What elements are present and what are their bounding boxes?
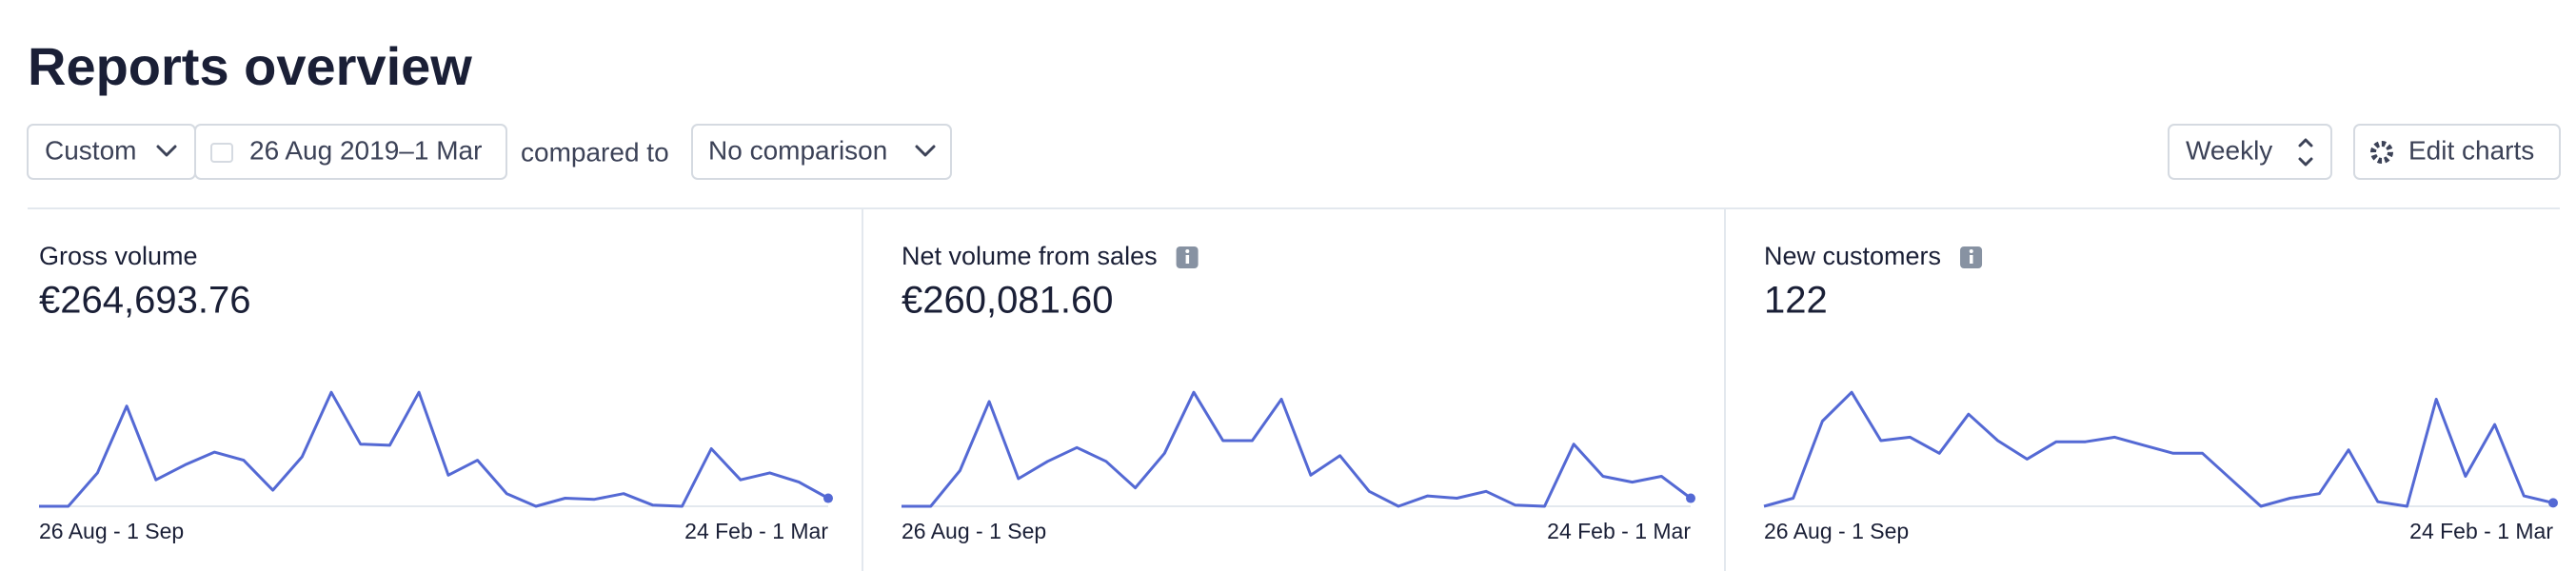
end-dot [1686,493,1695,503]
x-tick-label: 24 Feb - 1 Mar [2409,519,2553,543]
card-title: Gross volume [39,242,198,270]
button-frame [691,124,952,180]
button-label: Weekly [2186,135,2272,165]
info-icon-dot [1969,249,1973,253]
info-icon-stem [1185,255,1190,264]
card-total: 122 [1764,280,1828,322]
info-icon-dot [1185,249,1190,253]
calendar-icon [210,143,233,163]
button-label: Edit charts [2408,135,2534,165]
x-tick-label: 26 Aug - 1 Sep [1764,519,1909,543]
chevron-icon [915,145,936,157]
chevron-icon [156,145,177,157]
sparkline [1763,390,2554,508]
button-frame [2168,124,2332,180]
card-total: €264,693.76 [39,280,250,322]
compared-to-label: compared to [521,137,669,167]
card-title: Net volume from sales [902,242,1158,270]
card-title: New customers [1764,242,1941,270]
end-dot [823,493,833,503]
interval-button[interactable]: Weekly [2168,124,2332,180]
updown-icon [2298,138,2313,167]
info-icon-stem [1970,255,1973,264]
page-title: Reports overview [28,36,472,96]
range-preset-button[interactable]: Custom [27,124,196,180]
date-range-button[interactable]: 26 Aug 2019–1 Mar [194,124,507,180]
sparkline [39,390,829,508]
edit-charts-button[interactable]: Edit charts [2353,124,2561,180]
x-tick-label: 26 Aug - 1 Sep [902,519,1046,543]
end-dot [2548,498,2558,508]
button-label: Custom [45,135,136,165]
card-total: €260,081.60 [902,280,1113,322]
comparison-button[interactable]: No comparison [691,124,952,180]
x-tick-label: 24 Feb - 1 Mar [1547,519,1691,543]
x-tick-label: 24 Feb - 1 Mar [684,519,828,543]
x-tick-label: 26 Aug - 1 Sep [39,519,184,543]
button-frame [194,124,507,180]
button-label: 26 Aug 2019–1 Mar [249,135,482,165]
button-label: No comparison [708,135,887,165]
button-frame [2353,124,2561,180]
gear-icon [2370,141,2393,164]
sparkline [902,390,1692,508]
